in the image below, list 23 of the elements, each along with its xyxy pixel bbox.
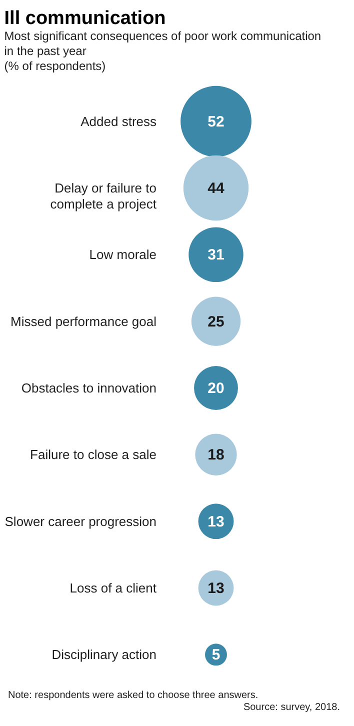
- category-label: Delay or failure to complete a project: [50, 180, 157, 212]
- category-label: Slower career progression: [4, 514, 156, 529]
- category-label: Failure to close a sale: [30, 447, 156, 462]
- category-label: Obstacles to innovation: [21, 380, 156, 396]
- text: Note: respondents were asked to choose three answers.: [8, 690, 260, 701]
- category-label: Loss of a client: [70, 580, 157, 596]
- data-label: 25: [208, 313, 224, 330]
- data-label: 5: [212, 646, 220, 664]
- data-label: 18: [208, 446, 224, 464]
- data-label: 44: [208, 180, 225, 197]
- category-label: Low morale: [89, 247, 156, 262]
- data-label: 52: [208, 113, 224, 130]
- text: Most significant consequences of poor work communication in the past year: [4, 28, 322, 58]
- data-label: 20: [208, 380, 224, 397]
- category-label: Disciplinary action: [52, 647, 156, 662]
- text: (% of respondents): [4, 58, 106, 73]
- text: Ill communication: [4, 8, 166, 29]
- category-label: Added stress: [80, 114, 157, 129]
- source-note: Source: survey, 2018.: [242, 702, 340, 713]
- data-label: 31: [208, 246, 224, 264]
- data-label: 13: [208, 580, 224, 597]
- data-label: 13: [208, 513, 224, 530]
- category-label: Missed performance goal: [10, 314, 157, 329]
